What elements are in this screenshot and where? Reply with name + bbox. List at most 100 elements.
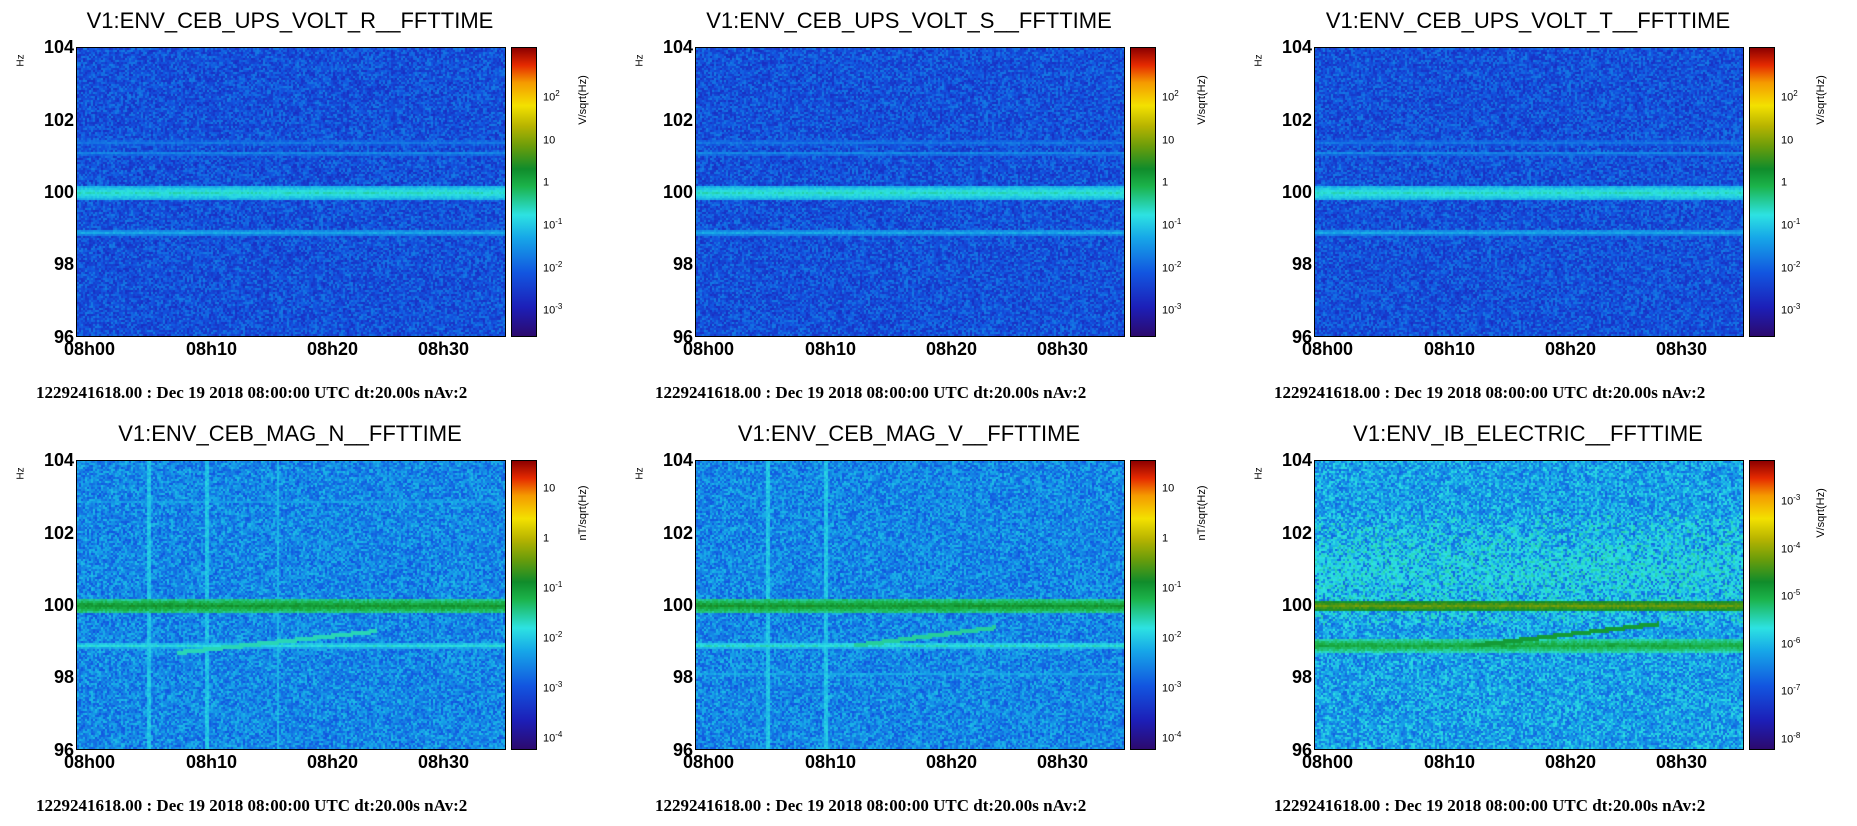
colorbar-tick-base: 10: [1781, 733, 1794, 746]
colorbar-tick-base: 1: [1162, 176, 1169, 189]
colorbar-tick-base: 10: [1781, 134, 1794, 147]
y-tick-label: 102: [1281, 523, 1312, 543]
spectrogram-plot: [695, 460, 1125, 750]
colorbar-tick-exponent: -2: [555, 630, 563, 639]
y-tick-label: 102: [43, 110, 74, 130]
colorbar-unit-text: V/sqrt(Hz): [577, 75, 589, 125]
x-tick-label: 08h10: [805, 339, 857, 359]
colorbar-tick-base: 10: [543, 482, 556, 495]
y-axis-unit: Hz: [1253, 54, 1265, 67]
y-tick-label: 102: [1281, 110, 1312, 130]
colorbar-tick-exponent: -4: [1793, 541, 1801, 550]
colorbar-tick-label: 102: [1781, 88, 1798, 104]
chart-title: V1:ENV_CEB_MAG_N__FFTTIME: [118, 421, 462, 446]
spectrogram-plot: [695, 47, 1125, 337]
x-tick-label: 08h00: [683, 752, 735, 772]
colorbar: [511, 47, 537, 337]
y-tick-label: 104: [43, 37, 74, 57]
y-tick-label: 98: [672, 254, 693, 274]
spectrogram-panel: V1:ENV_CEB_UPS_VOLT_T__FFTTIME Hz 96 98 100 1…: [1238, 0, 1857, 413]
colorbar-tick-label: 10-3: [1162, 301, 1181, 317]
colorbar-tick-label: 102: [1162, 88, 1179, 104]
colorbar-tick-base: 10: [1781, 495, 1794, 508]
y-tick-label: 104: [1281, 37, 1312, 57]
colorbar-tick-label: 10-1: [1162, 216, 1181, 232]
colorbar-tick-base: 10: [1162, 262, 1175, 275]
colorbar-tick-base: 1: [543, 532, 550, 545]
spectrogram-panel: V1:ENV_CEB_UPS_VOLT_R__FFTTIME Hz 96 98 100 1…: [0, 0, 619, 413]
x-tick-label: 08h30: [1037, 752, 1089, 772]
colorbar-tick-exponent: -4: [555, 730, 563, 739]
colorbar-tick-base: 10: [1781, 543, 1794, 556]
y-tick-label: 96: [1291, 327, 1312, 347]
gps-time-footer: 1229241618.00 : Dec 19 2018 08:00:00 UTC…: [36, 383, 468, 402]
colorbar-tick-label: 10-2: [1781, 259, 1800, 275]
colorbar-tick-base: 10: [1781, 590, 1794, 603]
colorbar-tick-label: 10-3: [1781, 301, 1800, 317]
colorbar-tick-exponent: -6: [1793, 636, 1801, 645]
y-tick-label: 98: [53, 254, 74, 274]
colorbar-tick-exponent: -3: [1174, 302, 1182, 311]
colorbar-tick-base: 10: [543, 632, 556, 645]
x-tick-label: 08h20: [307, 339, 359, 359]
colorbar-tick-exponent: -1: [1174, 580, 1182, 589]
colorbar-unit: V/sqrt(Hz): [576, 50, 590, 150]
colorbar-tick-exponent: -4: [1174, 730, 1182, 739]
colorbar-unit-text: V/sqrt(Hz): [1196, 75, 1208, 125]
colorbar-tick-label: 10-1: [1781, 216, 1800, 232]
colorbar-tick-label: 10-1: [543, 579, 562, 595]
colorbar-tick-exponent: -1: [1793, 217, 1801, 226]
colorbar-tick-exponent: -7: [1793, 683, 1801, 692]
colorbar-tick-base: 10: [543, 134, 556, 147]
colorbar-unit: nT/sqrt(Hz): [576, 463, 590, 563]
colorbar-tick-base: 10: [543, 682, 556, 695]
colorbar-tick-base: 10: [543, 582, 556, 595]
x-tick-label: 08h30: [1656, 339, 1708, 359]
colorbar-tick-label: 10-2: [543, 259, 562, 275]
colorbar-tick-exponent: -2: [1793, 260, 1801, 269]
y-axis-unit: Hz: [634, 467, 646, 480]
spectrogram-image: [77, 48, 505, 336]
colorbar-tick-exponent: -1: [1174, 217, 1182, 226]
y-tick-label: 98: [1291, 667, 1312, 687]
spectrogram-plot: [1314, 47, 1744, 337]
colorbar-tick-label: 10-2: [1162, 629, 1181, 645]
spectrogram-image: [1315, 461, 1743, 749]
x-tick-label: 08h00: [64, 339, 116, 359]
spectrogram-plot: [1314, 460, 1744, 750]
y-tick-label: 100: [1281, 182, 1312, 202]
colorbar-tick-label: 10-6: [1781, 635, 1800, 651]
x-tick-label: 08h30: [1037, 339, 1089, 359]
colorbar-tick-exponent: -2: [1174, 260, 1182, 269]
colorbar-tick-base: 10: [1162, 732, 1175, 745]
colorbar-ticks: 10-4 10-3 10-2 10-1 1 10: [1156, 460, 1216, 750]
y-tick-label: 100: [1281, 595, 1312, 615]
colorbar-tick-exponent: 2: [555, 89, 560, 98]
y-axis-unit: Hz: [15, 54, 27, 67]
y-tick-label: 96: [672, 740, 693, 760]
colorbar-tick-exponent: -1: [555, 580, 563, 589]
colorbar-tick-base: 10: [1781, 304, 1794, 317]
colorbar-tick-label: 10-3: [543, 301, 562, 317]
y-tick-label: 96: [672, 327, 693, 347]
colorbar-ticks: 10-3 10-2 10-1 1 10 102: [1156, 47, 1216, 337]
chart-title: V1:ENV_CEB_UPS_VOLT_T__FFTTIME: [1325, 8, 1731, 33]
chart-title: V1:ENV_CEB_UPS_VOLT_R__FFTTIME: [86, 8, 494, 33]
colorbar-tick-base: 10: [1162, 219, 1175, 232]
colorbar-unit: V/sqrt(Hz): [1814, 463, 1828, 563]
x-tick-label: 08h20: [307, 752, 359, 772]
spectrogram-image: [696, 461, 1124, 749]
colorbar-unit: V/sqrt(Hz): [1195, 50, 1209, 150]
colorbar-tick-exponent: -3: [1793, 493, 1801, 502]
gps-time-footer: 1229241618.00 : Dec 19 2018 08:00:00 UTC…: [655, 383, 1087, 402]
colorbar-tick-exponent: -1: [555, 217, 563, 226]
colorbar-tick-exponent: -2: [555, 260, 563, 269]
colorbar-tick-exponent: 2: [1174, 89, 1179, 98]
colorbar-tick-label: 10-5: [1781, 587, 1800, 603]
y-axis-unit: Hz: [15, 467, 27, 480]
x-tick-label: 08h20: [926, 339, 978, 359]
x-tick-label: 08h30: [1656, 752, 1708, 772]
colorbar-tick-base: 10: [543, 732, 556, 745]
x-tick-label: 08h10: [186, 752, 238, 772]
x-tick-label: 08h10: [1424, 339, 1476, 359]
